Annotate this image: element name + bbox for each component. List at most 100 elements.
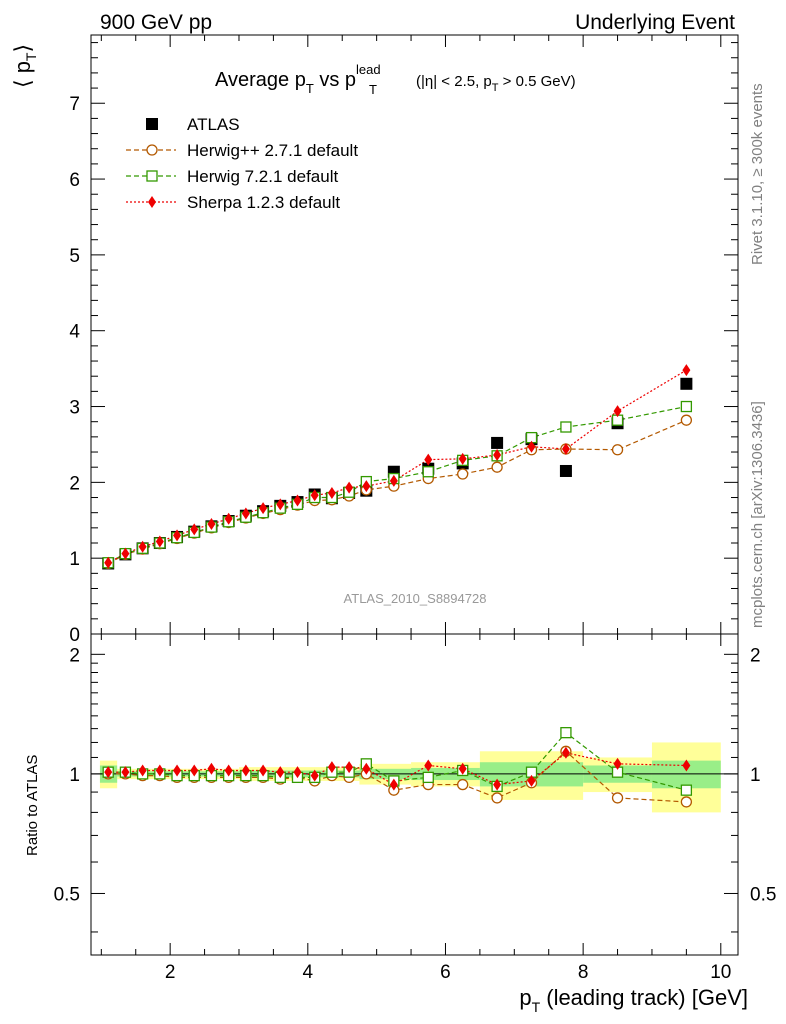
y-axis-label: ⟨ pT⟩ xyxy=(10,44,39,88)
series-point xyxy=(611,444,624,456)
x-axis-label: pT (leading track) [GeV] xyxy=(519,985,748,1015)
title-sub1: T xyxy=(306,81,314,96)
ratio-point xyxy=(327,761,336,774)
chart-title: Average pT vs plead T (|η| < 2.5, pT > 0.5… xyxy=(215,62,576,97)
series-point xyxy=(680,400,693,413)
ratio-point xyxy=(389,778,398,791)
ratio-tick-label: 1 xyxy=(69,765,80,786)
ratio-point xyxy=(491,792,503,804)
series-point xyxy=(527,440,536,453)
legend-label: Herwig 7.2.1 default xyxy=(187,167,338,186)
series-point xyxy=(457,468,469,480)
legend-marker xyxy=(148,196,156,208)
ratio-point xyxy=(190,764,199,777)
x-label-sub: T xyxy=(532,999,541,1015)
ratio-point xyxy=(422,771,434,784)
y-tick-label: 5 xyxy=(69,246,80,267)
ratio-point xyxy=(458,762,467,775)
ratio-point xyxy=(310,769,319,782)
ratio-point xyxy=(121,766,130,779)
series-point xyxy=(293,494,302,507)
mcplots-url: mcplots.cern.ch [arXiv:1306.3436] xyxy=(749,401,766,628)
ratio-point xyxy=(680,784,693,796)
x-tick-label: 10 xyxy=(710,962,731,983)
x-tick-label: 2 xyxy=(165,962,176,983)
legend-label: Sherpa 1.2.3 default xyxy=(187,193,340,212)
series-point xyxy=(682,364,691,377)
ratio-point xyxy=(362,762,371,775)
series-point xyxy=(491,461,503,473)
series-point xyxy=(190,523,199,536)
series-point xyxy=(224,512,233,525)
series-point xyxy=(561,442,570,455)
series-point xyxy=(613,405,622,418)
title-cut-sub: T xyxy=(492,82,499,94)
series-point xyxy=(155,535,164,548)
legend-marker xyxy=(146,144,158,156)
series-point xyxy=(680,414,693,426)
title-cut-end: > 0.5 GeV) xyxy=(499,73,576,90)
legend-label: ATLAS xyxy=(187,115,240,134)
ratio-point xyxy=(259,764,268,777)
atlas-point xyxy=(559,464,572,477)
ratio-point xyxy=(241,764,250,777)
ratio-point xyxy=(527,774,536,787)
series-point xyxy=(493,449,502,462)
ratio-point xyxy=(424,759,433,772)
rivet-note: Rivet 3.1.10, ≥ 300k events xyxy=(749,83,766,265)
x-tick-label: 4 xyxy=(303,962,314,983)
atlas-point xyxy=(491,436,504,449)
series-point xyxy=(310,489,319,502)
ratio-point xyxy=(613,757,622,770)
title-vs: vs p xyxy=(314,69,356,91)
ratio-tick-label-right: 1 xyxy=(750,765,761,786)
x-label-rest: (leading track) [GeV] xyxy=(540,985,748,1010)
ratio-point xyxy=(104,766,113,779)
series-point xyxy=(458,452,467,465)
title-main: Average p xyxy=(215,69,306,91)
ratio-point xyxy=(680,796,693,808)
series-line xyxy=(107,369,687,564)
legend-label: Herwig++ 2.7.1 default xyxy=(187,141,358,160)
series-point xyxy=(389,474,398,487)
header-left: 900 GeV pp xyxy=(100,11,212,34)
ratio-point xyxy=(561,746,570,759)
series-layer xyxy=(102,364,693,808)
ratio-point xyxy=(682,759,691,772)
ratio-tick-label: 2 xyxy=(69,645,80,666)
title-sub2: T xyxy=(369,82,377,97)
series-point xyxy=(104,556,113,569)
y-tick-label: 2 xyxy=(69,473,80,494)
ratio-point xyxy=(611,792,624,804)
x-tick-label: 8 xyxy=(578,962,589,983)
ratio-point xyxy=(155,764,164,777)
ratio-y-axis-label: Ratio to ATLAS xyxy=(24,755,41,856)
y-label-main: ⟨ p xyxy=(10,61,35,88)
y-label-close: ⟩ xyxy=(10,44,35,53)
ratio-point xyxy=(493,778,502,791)
y-tick-label: 4 xyxy=(69,322,80,343)
series-point xyxy=(362,480,371,493)
ratio-point xyxy=(276,766,285,779)
series-point xyxy=(424,453,433,466)
y-label-sub: T xyxy=(23,52,39,61)
analysis-watermark: ATLAS_2010_S8894728 xyxy=(344,591,487,606)
ratio-point xyxy=(345,761,354,774)
series-point xyxy=(121,547,130,560)
ratio-point xyxy=(224,764,233,777)
series-point xyxy=(241,507,250,520)
atlas-point xyxy=(680,377,693,390)
legend-marker xyxy=(146,170,158,182)
x-tick-label: 6 xyxy=(440,962,451,983)
y-tick-label: 3 xyxy=(69,398,80,419)
ratio-point xyxy=(173,764,182,777)
series-point xyxy=(259,502,268,515)
y-tick-label: 1 xyxy=(69,549,80,570)
y-tick-label: 7 xyxy=(69,94,80,115)
ratio-frame xyxy=(90,633,739,956)
series-point xyxy=(345,481,354,494)
title-cut: (|η| < 2.5, p xyxy=(416,73,492,90)
title-sup: lead xyxy=(356,62,381,77)
x-label-main: p xyxy=(519,985,531,1010)
